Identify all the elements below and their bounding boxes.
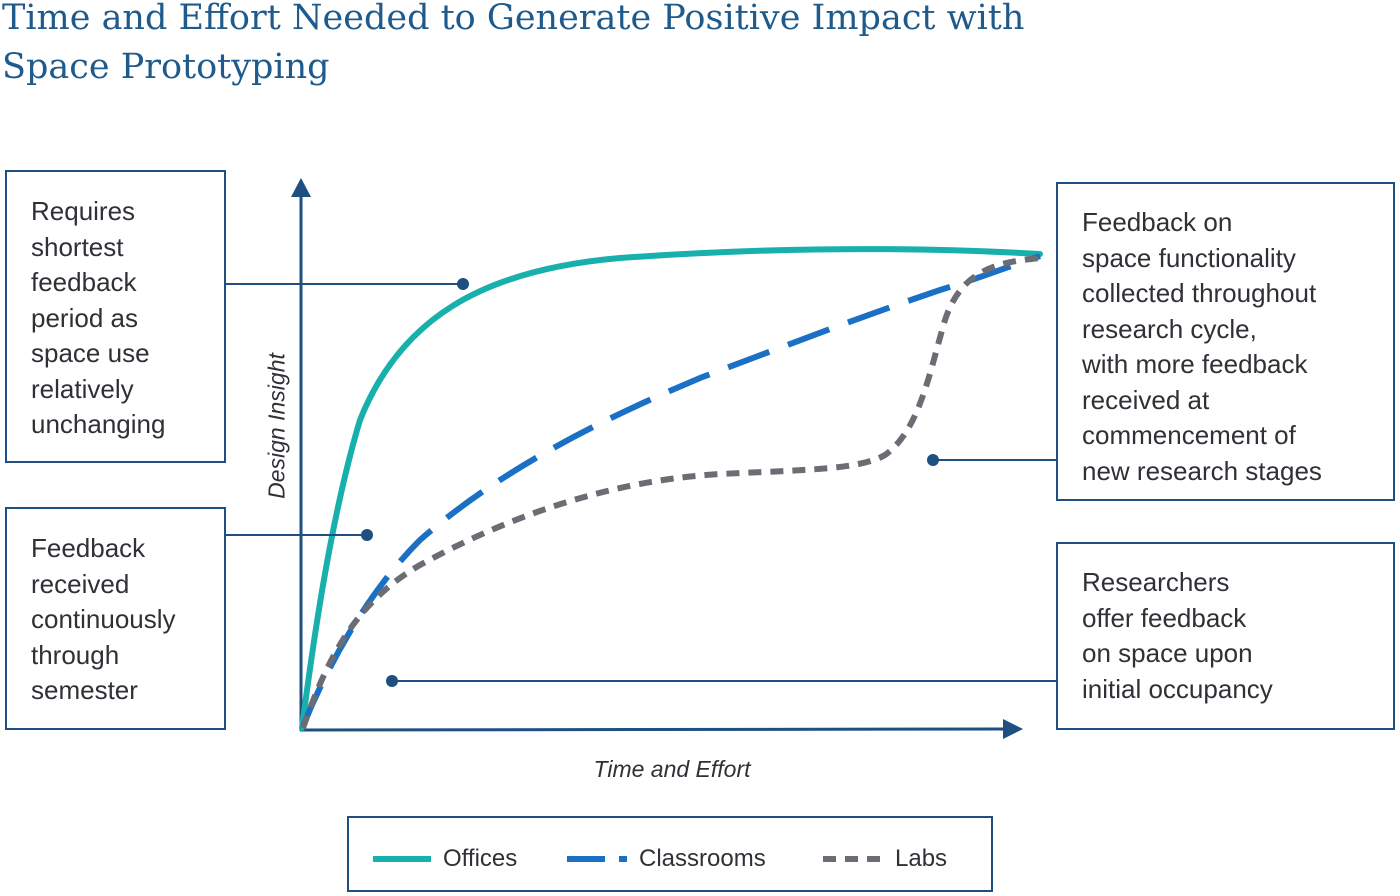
legend-item-offices: Offices xyxy=(373,844,517,874)
connector-offices-dot xyxy=(457,278,469,290)
callout-line: period as xyxy=(31,302,138,333)
connector-labs-top-dot xyxy=(927,454,939,466)
callout-line: new research stages xyxy=(1082,455,1322,486)
x-axis-arrow xyxy=(1003,719,1023,739)
y-axis-arrow xyxy=(291,178,311,197)
callout-line: relatively xyxy=(31,373,134,404)
callout-line: semester xyxy=(31,675,138,705)
x-axis-label: Time and Effort xyxy=(593,756,751,782)
legend: Offices Classrooms Labs xyxy=(347,816,993,892)
classrooms-curve xyxy=(300,253,1041,728)
legend-label: Classrooms xyxy=(639,845,766,872)
callout-line: collected throughout xyxy=(1082,278,1317,308)
callout-line: commencement of xyxy=(1082,420,1296,450)
legend-swatch-labs xyxy=(823,856,883,862)
callout-line: Researchers xyxy=(1082,567,1230,597)
x-axis xyxy=(299,727,1005,732)
legend-swatch-classrooms xyxy=(567,856,627,862)
callout-line: unchanging xyxy=(31,409,166,439)
connector-labs-bottom-dot xyxy=(386,675,398,687)
legend-label: Offices xyxy=(443,845,518,872)
legend-item-classrooms: Classrooms xyxy=(567,844,766,874)
callout-line: received xyxy=(31,568,130,599)
offices-curve xyxy=(299,246,1043,731)
callout-line: initial occupancy xyxy=(1082,673,1273,704)
callout-line: received at xyxy=(1082,384,1210,415)
callout-line: space use xyxy=(31,338,150,368)
callout-line: through xyxy=(31,639,120,670)
callout-line: on space upon xyxy=(1082,638,1253,668)
callout-labs-top: Feedback on space functionality collecte… xyxy=(1056,182,1395,501)
callout-line: Feedback on xyxy=(1082,207,1233,237)
connector-classrooms-dot xyxy=(361,529,373,541)
callout-classrooms: Feedback received continuously through s… xyxy=(5,507,226,730)
callout-labs-bottom: Researchers offer feedback on space upon… xyxy=(1056,542,1395,730)
legend-swatch-offices xyxy=(373,856,431,862)
legend-item-labs: Labs xyxy=(823,844,947,874)
callout-line: offer feedback xyxy=(1082,602,1247,633)
callout-line: shortest xyxy=(31,231,124,262)
diagram-title: Time and Effort Needed to Generate Posit… xyxy=(2,0,1202,92)
legend-label: Labs xyxy=(895,845,948,872)
callout-line: space functionality xyxy=(1082,242,1296,273)
title-line-2: Space Prototyping xyxy=(2,47,330,87)
callout-line: Requires xyxy=(31,196,136,226)
callout-offices: Requires shortest feedback period as spa… xyxy=(5,170,226,463)
callout-line: research cycle, xyxy=(1082,313,1257,344)
title-line-1: Time and Effort Needed to Generate Posit… xyxy=(2,0,1025,38)
callout-line: Feedback xyxy=(31,533,146,563)
labs-curve xyxy=(300,255,1041,729)
callout-line: feedback xyxy=(31,267,137,297)
callout-line: with more feedback xyxy=(1082,349,1308,379)
y-axis-label: Design Insight xyxy=(263,353,290,499)
callout-line: continuously xyxy=(31,604,176,634)
